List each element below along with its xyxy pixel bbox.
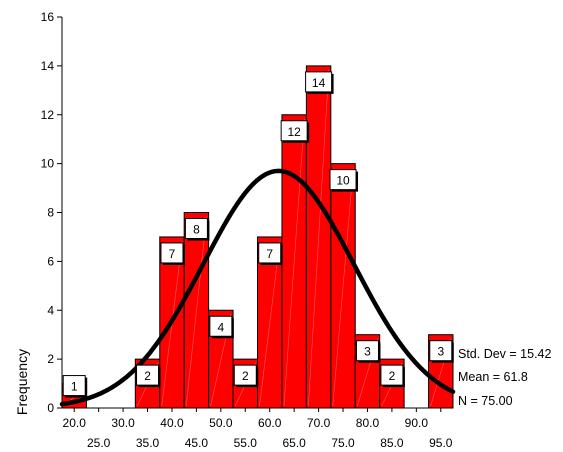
data-label: 1 [71, 380, 78, 394]
data-label: 3 [364, 345, 371, 359]
bar-shading-line [185, 216, 207, 407]
x-tick-label: 50.0 [209, 416, 233, 430]
data-label: 2 [389, 369, 396, 383]
data-label: 8 [193, 223, 200, 237]
y-tick-label: 16 [41, 10, 55, 24]
n-label: N = 75.00 [458, 394, 513, 408]
std-dev-label: Std. Dev = 15.42 [458, 347, 552, 361]
x-tick-label: 65.0 [282, 436, 306, 450]
x-tick-label: 90.0 [405, 416, 429, 430]
data-label: 3 [437, 345, 444, 359]
y-tick-label: 12 [41, 108, 55, 122]
y-tick-label: 0 [47, 401, 54, 415]
statistics-legend: Std. Dev = 15.42 Mean = 61.8 N = 75.00 [458, 347, 552, 408]
x-tick-label: 95.0 [429, 436, 453, 450]
x-tick-label: 55.0 [234, 436, 258, 450]
x-tick-label: 75.0 [331, 436, 355, 450]
data-label-box [305, 71, 333, 93]
data-label-box [233, 364, 257, 386]
y-tick-label: 6 [47, 254, 54, 268]
y-tick-label: 8 [47, 206, 54, 220]
x-tick-label: 85.0 [380, 436, 404, 450]
data-label-box [329, 169, 357, 191]
data-label-box [380, 364, 404, 386]
data-label: 10 [336, 174, 350, 188]
data-label-box [62, 375, 86, 397]
data-label-box [160, 242, 184, 264]
data-label: 7 [169, 247, 176, 261]
y-axis-label: Frequency [14, 349, 30, 415]
curve-group [59, 168, 456, 407]
bar-shading-line [283, 118, 305, 407]
data-label-box [136, 364, 160, 386]
x-tick-label: 30.0 [111, 416, 135, 430]
x-tick-label: 20.0 [63, 416, 87, 430]
y-tick-label: 10 [41, 157, 55, 171]
bars-group [61, 65, 454, 409]
mean-label: Mean = 61.8 [458, 370, 528, 384]
data-label: 2 [242, 369, 249, 383]
data-label: 7 [266, 247, 273, 261]
x-tick-label: 35.0 [136, 436, 160, 450]
data-label: 4 [218, 320, 225, 334]
x-tick-label: 70.0 [307, 416, 331, 430]
y-tick-label: 4 [47, 303, 54, 317]
data-label-box [429, 340, 453, 362]
data-label-box [184, 218, 208, 239]
y-tick-label: 2 [47, 352, 54, 366]
data-label-box [355, 340, 379, 362]
data-label: 12 [287, 125, 301, 139]
data-label-box [280, 120, 308, 142]
data-label: 2 [144, 369, 151, 383]
x-tick-label: 80.0 [356, 416, 380, 430]
x-tick-label: 60.0 [258, 416, 282, 430]
bar-shading-line [332, 167, 354, 407]
data-label: 14 [312, 76, 326, 90]
y-tick-label: 14 [41, 59, 55, 73]
x-tick-label: 40.0 [160, 416, 184, 430]
data-label-box [209, 315, 233, 337]
data-label-box [258, 242, 282, 264]
bar-shading-line [308, 69, 330, 407]
x-tick-label: 45.0 [185, 436, 209, 450]
normal-curve [59, 168, 456, 407]
bar-shading-line [259, 240, 281, 407]
x-tick-label: 25.0 [87, 436, 111, 450]
